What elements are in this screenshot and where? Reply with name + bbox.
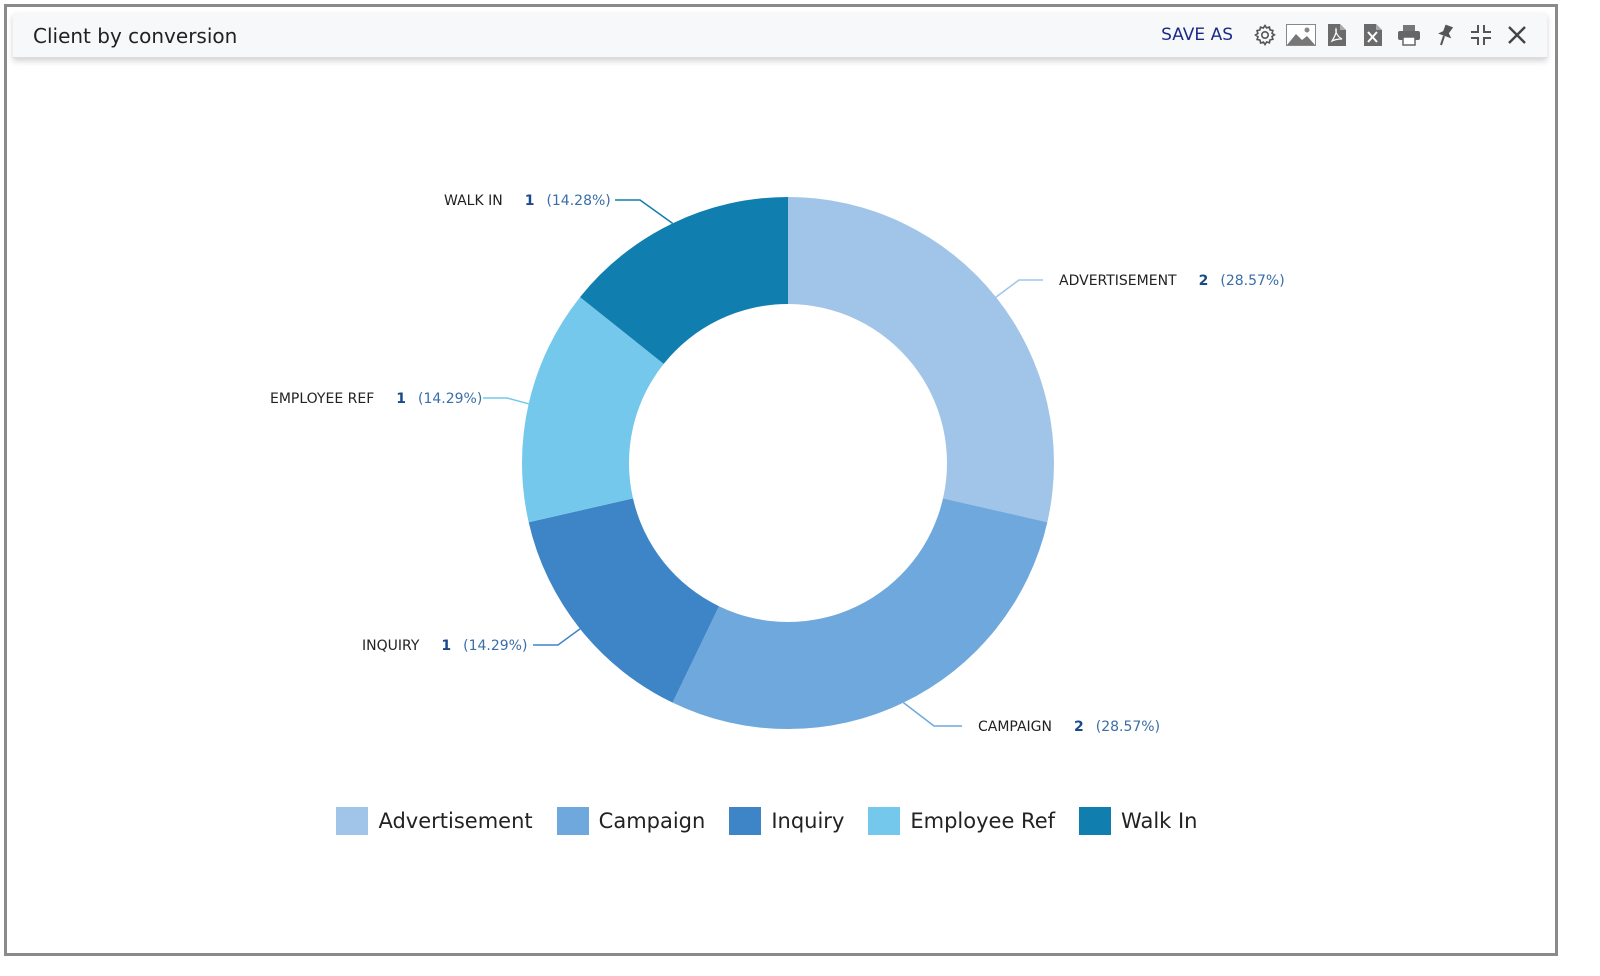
toolbar: SAVE AS <box>1161 19 1535 51</box>
legend-swatch <box>868 807 901 835</box>
legend-item-walk-in[interactable]: Walk In <box>1079 807 1198 835</box>
data-label: EMPLOYEE REF 1 (14.29%) <box>270 391 482 407</box>
close-icon[interactable] <box>1499 19 1535 51</box>
collapse-icon[interactable] <box>1463 19 1499 51</box>
pdf-icon[interactable] <box>1319 19 1355 51</box>
donut-slice-campaign[interactable] <box>672 498 1048 729</box>
gear-icon[interactable] <box>1247 19 1283 51</box>
callout-line <box>533 628 581 646</box>
legend-item-employee-ref[interactable]: Employee Ref <box>868 807 1055 835</box>
donut-chart: ADVERTISEMENT 2 (28.57%) CAMPAIGN 2 (28.57%) I… <box>270 193 1285 735</box>
donut-slice-advertisement[interactable] <box>788 197 1054 523</box>
legend-swatch <box>1079 807 1112 835</box>
legend-label: Campaign <box>598 809 706 833</box>
print-icon[interactable] <box>1391 19 1427 51</box>
chart-legend: Advertisement Campaign Inquiry Employee Ref… <box>7 807 1527 835</box>
image-icon[interactable] <box>1283 19 1319 51</box>
data-label: CAMPAIGN 2 (28.57%) <box>978 719 1160 735</box>
legend-item-campaign[interactable]: Campaign <box>556 807 706 835</box>
chart-window: Client by conversion SAVE AS <box>4 4 1558 956</box>
donut-slice-inquiry[interactable] <box>528 498 720 703</box>
excel-icon[interactable] <box>1355 19 1391 51</box>
callout-line <box>615 199 674 224</box>
legend-label: Inquiry <box>771 809 845 833</box>
legend-label: Employee Ref <box>910 809 1056 833</box>
data-label: WALK IN 1 (14.28%) <box>444 193 611 209</box>
callout-line <box>483 397 529 405</box>
data-label: ADVERTISEMENT 2 (28.57%) <box>1059 273 1285 289</box>
legend-item-advertisement[interactable]: Advertisement <box>336 807 533 835</box>
donut-slice-employee-ref[interactable] <box>522 297 664 523</box>
legend-swatch <box>556 807 589 835</box>
donut-slice-walk-in[interactable] <box>580 197 788 364</box>
pin-icon[interactable] <box>1427 19 1463 51</box>
legend-label: Walk In <box>1121 809 1198 833</box>
title-bar: Client by conversion SAVE AS <box>13 13 1547 58</box>
callout-line <box>902 702 962 727</box>
legend-label: Advertisement <box>378 809 533 833</box>
callout-line <box>995 279 1043 298</box>
legend-item-inquiry[interactable]: Inquiry <box>729 807 844 835</box>
window-title: Client by conversion <box>33 24 238 48</box>
save-as-button[interactable]: SAVE AS <box>1161 25 1233 45</box>
legend-swatch <box>336 807 369 835</box>
data-label: INQUIRY 1 (14.29%) <box>362 638 527 654</box>
legend-swatch <box>729 807 762 835</box>
